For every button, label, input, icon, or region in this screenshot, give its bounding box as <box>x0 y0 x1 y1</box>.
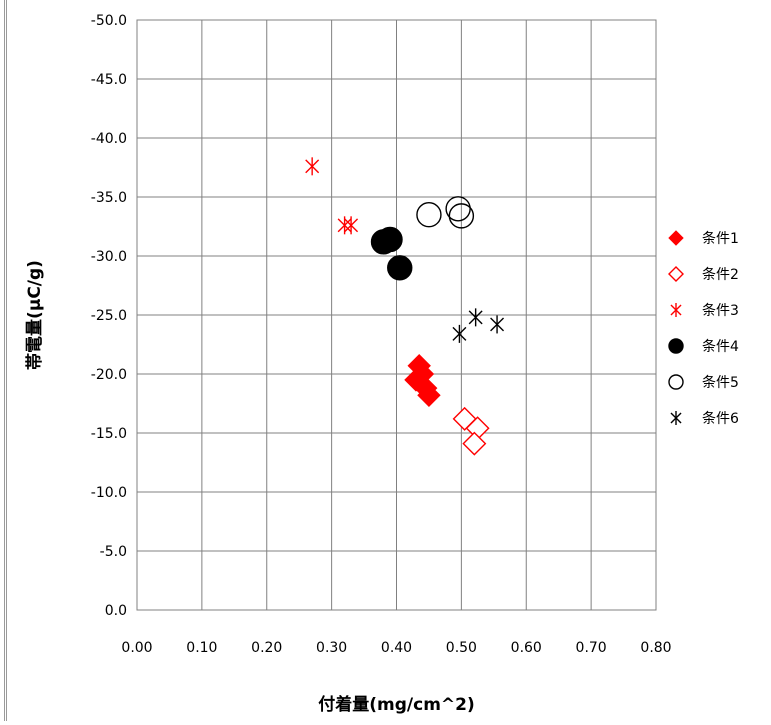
data-point-series-4 <box>377 226 403 253</box>
y-tick-label: -5.0 <box>100 544 127 560</box>
legend-label: 条件2 <box>702 266 739 283</box>
legend-marker-series-1 <box>668 230 684 246</box>
legend-label: 条件4 <box>702 338 739 355</box>
y-tick-label: 0.0 <box>105 603 127 619</box>
legend-marker-series-5 <box>668 374 684 390</box>
legend-label: 条件1 <box>702 230 739 247</box>
legend-label: 条件3 <box>702 302 739 319</box>
x-tick-label: 0.10 <box>186 640 217 656</box>
x-tick-label: 0.70 <box>576 640 607 656</box>
y-axis-label: 帯電量(μC/g) <box>24 260 45 370</box>
data-point-series-5 <box>448 203 475 229</box>
legend: 条件1 条件2 条件3 条件4 条件5 条件6 <box>668 230 739 427</box>
legend-marker-series-4 <box>668 338 684 354</box>
y-tick-label: -20.0 <box>91 367 127 383</box>
y-tick-label: -10.0 <box>91 485 127 501</box>
legend-marker-series-6 <box>670 411 682 425</box>
data-point-series-3 <box>344 216 359 235</box>
x-axis-tick-labels: 0.00 0.10 0.20 0.30 0.40 0.50 0.60 0.70 0.80 <box>121 640 671 656</box>
y-axis-tick-labels: 0.0 -5.0 -10.0 -15.0 -20.0 -25.0 -30.0 -35.0 -40… <box>91 13 127 619</box>
x-tick-label: 0.00 <box>121 640 152 656</box>
y-tick-label: -50.0 <box>91 13 127 29</box>
y-tick-label: -40.0 <box>91 131 127 147</box>
legend-label: 条件6 <box>702 410 739 427</box>
y-tick-label: -35.0 <box>91 190 127 206</box>
data-point-series-4 <box>387 255 413 281</box>
data-point-series-6 <box>490 315 505 334</box>
x-axis-label: 付着量(mg/cm^2) <box>318 694 475 715</box>
data-points <box>305 157 505 456</box>
x-tick-label: 0.80 <box>640 640 671 656</box>
y-tick-label: -25.0 <box>91 308 127 324</box>
data-point-series-3 <box>305 157 320 176</box>
legend-label: 条件5 <box>702 374 739 391</box>
x-tick-label: 0.20 <box>251 640 282 656</box>
data-point-series-1 <box>417 383 441 407</box>
window-left-border <box>4 0 7 721</box>
legend-marker-series-2 <box>668 266 684 282</box>
data-point-series-6 <box>468 308 483 327</box>
x-tick-label: 0.60 <box>511 640 542 656</box>
x-tick-label: 0.50 <box>446 640 477 656</box>
grid-lines <box>136 19 657 611</box>
data-point-series-2 <box>462 431 487 456</box>
x-tick-label: 0.30 <box>316 640 347 656</box>
legend-marker-series-3 <box>670 303 682 317</box>
y-tick-label: -45.0 <box>91 72 127 88</box>
y-tick-label: -15.0 <box>91 426 127 442</box>
plot-area-border <box>136 19 657 611</box>
data-point-series-6 <box>452 324 467 343</box>
x-tick-label: 0.40 <box>381 640 412 656</box>
data-point-series-5 <box>445 196 471 222</box>
y-tick-label: -30.0 <box>91 249 127 265</box>
data-point-series-5 <box>416 201 442 228</box>
